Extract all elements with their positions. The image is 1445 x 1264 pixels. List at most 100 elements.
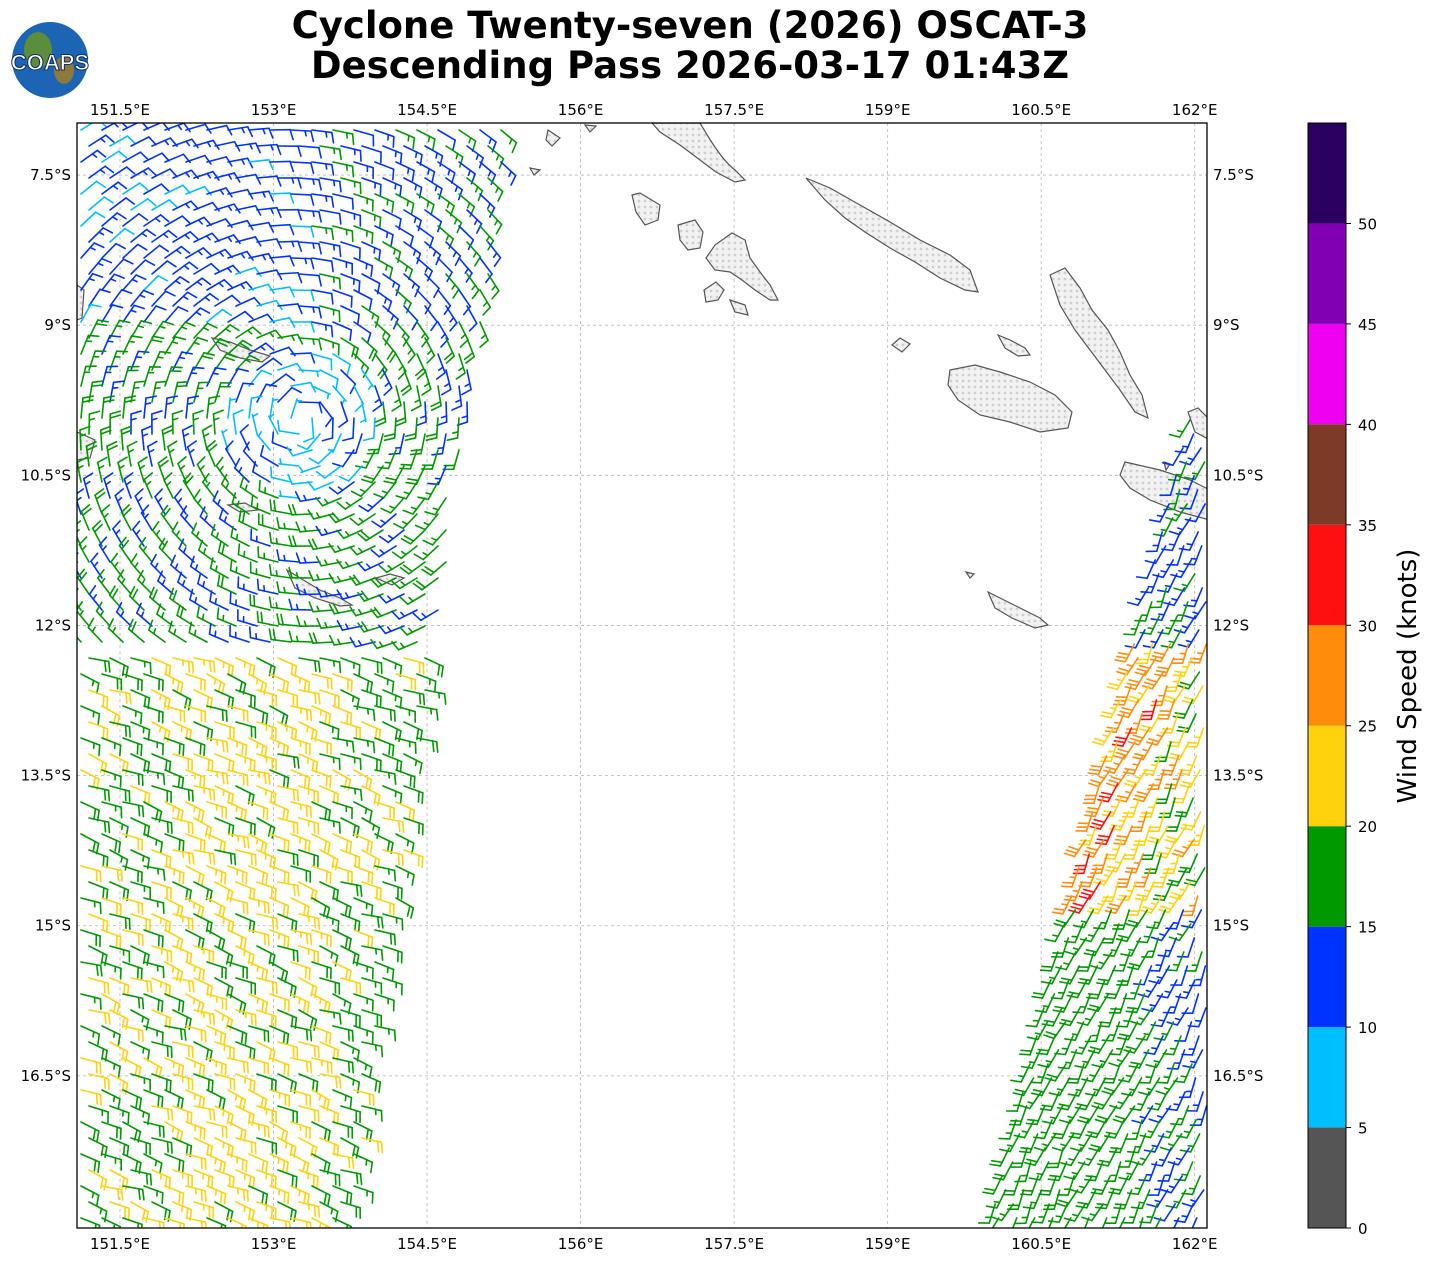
wind-barb <box>1025 1007 1045 1028</box>
wind-barb <box>362 417 376 442</box>
wind-barb <box>399 561 426 575</box>
wind-barb <box>332 897 352 919</box>
wind-barb <box>235 1041 256 1061</box>
wind-barb <box>269 929 290 949</box>
wind-barb <box>332 1217 352 1228</box>
wind-barb <box>193 817 213 839</box>
wind-barb <box>1154 1217 1162 1228</box>
wind-barb <box>143 244 169 259</box>
wind-barb <box>1183 545 1203 566</box>
wind-barb <box>88 380 104 403</box>
wind-barb <box>1030 1063 1049 1084</box>
wind-barb <box>298 657 321 673</box>
wind-barb <box>1178 1077 1197 1099</box>
wind-barb <box>103 472 114 499</box>
wind-barb <box>109 1137 130 1157</box>
wind-barb <box>164 1025 187 1041</box>
wind-barb <box>1139 699 1158 721</box>
lon-tick-label-top: 153°E <box>251 101 297 119</box>
wind-barb <box>319 1009 342 1025</box>
wind-barb <box>206 1217 227 1228</box>
wind-barb <box>290 1025 313 1042</box>
wind-barb <box>164 737 185 757</box>
wind-barb <box>109 1201 130 1220</box>
logo-land <box>24 32 52 68</box>
wind-barb <box>382 977 403 996</box>
map-title: Cyclone Twenty-seven (2026) OSCAT-3 Desc… <box>120 6 1260 86</box>
colorbar-bin <box>1308 725 1346 827</box>
wind-barb <box>361 977 383 995</box>
wind-barb <box>361 849 381 871</box>
wind-barb <box>395 705 417 723</box>
wind-barb <box>212 490 229 515</box>
wind-barb <box>332 961 352 982</box>
wind-barb <box>353 897 374 917</box>
wind-barb <box>354 449 376 469</box>
wind-barb <box>172 261 199 275</box>
wind-barb <box>1118 1161 1140 1181</box>
wind-barb <box>258 479 279 499</box>
wind-barb <box>1055 951 1077 971</box>
wind-barb <box>109 945 131 963</box>
wind-barb <box>172 817 194 835</box>
wind-barb <box>277 1009 298 1029</box>
wind-barb <box>319 913 340 933</box>
wind-barb <box>101 304 124 323</box>
wind-barb <box>340 1041 360 1062</box>
wind-barb <box>276 517 300 531</box>
colorbar: 0 5 10 15 20 25 30 35 40 45 50 <box>1307 122 1377 1238</box>
wind-barb <box>1150 867 1170 888</box>
wind-barb <box>227 1153 248 1173</box>
wind-barb <box>463 337 476 364</box>
wind-barb <box>1002 1175 1021 1196</box>
wind-barb <box>1101 923 1120 944</box>
wind-barb <box>1053 909 1077 928</box>
colorbar-bin <box>1308 1127 1346 1228</box>
wind-barb <box>164 929 184 951</box>
wind-barb <box>206 769 229 785</box>
wind-barb <box>164 993 185 1013</box>
wind-barb <box>374 737 395 757</box>
wind-barb <box>122 1025 144 1042</box>
wind-barb <box>1152 517 1174 537</box>
wind-barb <box>1168 923 1192 942</box>
wind-barb <box>88 977 110 995</box>
wind-barb <box>1063 839 1087 858</box>
wind-barb <box>1100 741 1118 763</box>
wind-barb <box>214 913 235 934</box>
wind-barb <box>109 1105 130 1125</box>
wind-barb <box>277 333 304 345</box>
wind-barb <box>290 257 315 270</box>
wind-barb <box>193 262 220 275</box>
wind-barb <box>1105 853 1126 873</box>
wind-barb <box>349 606 376 617</box>
wind-barb <box>122 737 143 757</box>
wind-barb <box>227 961 248 980</box>
wind-barb <box>353 865 374 885</box>
wind-barb <box>487 145 505 170</box>
wind-barb <box>130 259 156 275</box>
wind-barb <box>141 425 153 451</box>
wind-barb <box>1181 1189 1205 1208</box>
island-small-west <box>703 281 725 303</box>
wind-barb <box>109 166 136 179</box>
wind-barb <box>80 180 106 195</box>
wind-barb <box>328 512 355 524</box>
wind-barb <box>399 593 426 606</box>
wind-barb <box>360 401 367 423</box>
wind-barb <box>290 1185 310 1206</box>
wind-barb <box>378 529 405 544</box>
wind-barb <box>311 705 332 726</box>
wind-barb <box>311 193 335 208</box>
wind-barb <box>311 353 333 371</box>
colorbar-tick-label: 30 <box>1358 617 1377 635</box>
wind-barb <box>151 1169 172 1190</box>
wind-barb <box>80 504 92 531</box>
wind-barb <box>290 1089 312 1107</box>
wind-barb <box>172 753 193 772</box>
wind-barb <box>1163 685 1186 704</box>
wind-barb <box>227 157 254 169</box>
wind-barb <box>146 440 158 467</box>
wind-barb <box>405 465 426 485</box>
wind-barb <box>235 1073 256 1093</box>
